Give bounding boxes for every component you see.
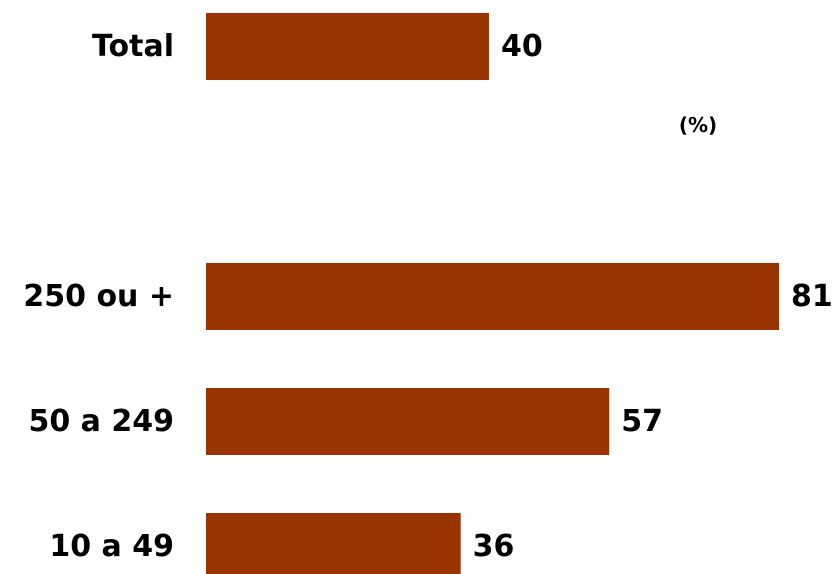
bars-layer: Total 40 250 ou + 81 50 a 249 57 10 a 49 36 xyxy=(23,13,832,574)
unit-label: (%) xyxy=(679,113,717,137)
bar-2 xyxy=(206,388,609,455)
value-label-3: 36 xyxy=(473,529,515,564)
category-label-3: 10 a 49 xyxy=(49,529,174,564)
category-label-2: 50 a 249 xyxy=(28,404,174,439)
bar-3 xyxy=(206,513,461,574)
bar-1 xyxy=(206,263,779,330)
value-label-2: 57 xyxy=(621,404,663,439)
bar-0 xyxy=(206,13,489,80)
value-label-1: 81 xyxy=(791,279,833,314)
category-label-0: Total xyxy=(92,29,174,64)
category-label-1: 250 ou + xyxy=(23,279,174,314)
value-label-0: 40 xyxy=(501,29,543,64)
